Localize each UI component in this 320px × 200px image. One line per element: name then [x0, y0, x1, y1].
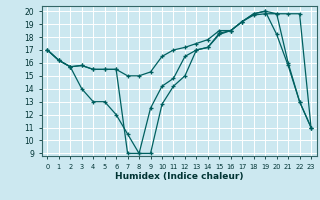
X-axis label: Humidex (Indice chaleur): Humidex (Indice chaleur)	[115, 172, 244, 181]
